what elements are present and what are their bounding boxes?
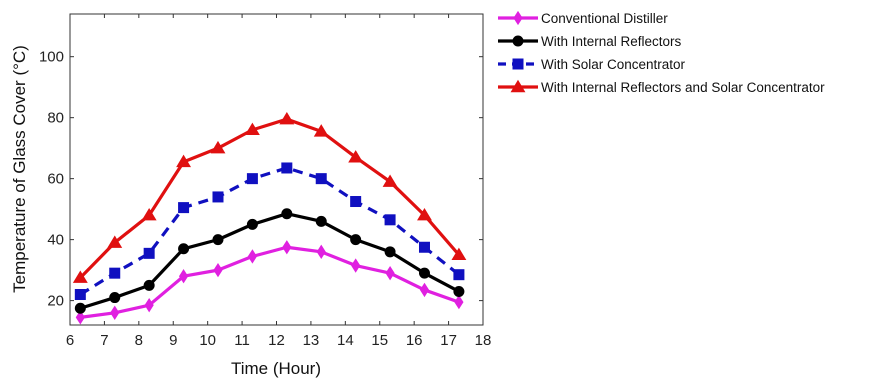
- x-tick-label: 15: [371, 332, 388, 349]
- data-point: [178, 269, 189, 284]
- x-tick-label: 17: [440, 332, 457, 349]
- x-tick-label: 6: [66, 332, 74, 349]
- data-point: [282, 240, 292, 255]
- data-point: [313, 124, 329, 137]
- x-tick-label: 10: [199, 332, 216, 349]
- series-1: [74, 208, 465, 314]
- data-point: [418, 267, 430, 279]
- legend-marker: [510, 79, 526, 93]
- data-point: [107, 235, 123, 248]
- data-point: [75, 310, 85, 325]
- data-point: [418, 241, 430, 253]
- x-tick-label: 14: [337, 332, 354, 349]
- data-point: [279, 111, 295, 125]
- y-axis-label: Temperature of Glass Cover (°C): [10, 45, 29, 293]
- data-point: [246, 173, 258, 185]
- legend-marker: [512, 58, 524, 70]
- series-line: [79, 212, 460, 310]
- data-point: [384, 214, 396, 226]
- data-point: [451, 247, 467, 261]
- data-point: [74, 302, 86, 314]
- data-point: [210, 140, 226, 154]
- data-point: [143, 279, 155, 291]
- data-point: [419, 282, 430, 298]
- data-point: [144, 298, 154, 313]
- data-point: [350, 234, 362, 246]
- series-layer: [72, 111, 467, 325]
- x-tick-label: 11: [234, 332, 250, 349]
- x-tick-label: 9: [169, 332, 177, 349]
- data-point: [281, 162, 293, 174]
- x-tick-label: 13: [303, 332, 320, 349]
- series-line: [80, 245, 460, 319]
- x-tick-label: 16: [406, 332, 423, 349]
- x-tick-label: 8: [135, 332, 143, 349]
- axis-ticks: 6 7 8 9 10 11 12 13 14 15 16 17 18 20 40 60 80 100: [39, 14, 491, 349]
- data-point: [453, 285, 465, 297]
- x-tick-label: 18: [475, 332, 492, 349]
- data-point: [143, 247, 155, 259]
- data-point: [382, 174, 398, 187]
- data-point: [212, 234, 224, 246]
- data-point: [141, 208, 157, 221]
- data-point: [178, 243, 190, 255]
- data-point: [453, 269, 465, 281]
- data-point: [246, 218, 258, 230]
- data-point: [109, 267, 121, 279]
- data-point: [384, 246, 396, 258]
- series-0: [75, 240, 464, 325]
- data-point: [316, 244, 326, 260]
- y-tick-label: 60: [47, 171, 64, 188]
- data-point: [417, 208, 432, 221]
- data-point: [281, 208, 293, 220]
- plot-area-frame: [69, 13, 484, 326]
- x-tick-label: 12: [268, 332, 285, 349]
- data-point: [385, 265, 395, 281]
- legend-label: Conventional Distiller: [541, 11, 668, 26]
- x-tick-label: 7: [100, 332, 108, 349]
- data-point: [109, 292, 121, 304]
- series-3: [72, 111, 467, 283]
- series-line: [79, 166, 460, 296]
- data-point: [350, 196, 362, 208]
- legend-marker: [513, 10, 523, 26]
- data-point: [176, 154, 192, 168]
- legend-label: With Internal Reflectors and Solar Conce…: [541, 80, 825, 95]
- data-point: [315, 215, 327, 227]
- data-point: [72, 270, 88, 283]
- y-tick-label: 20: [47, 293, 64, 310]
- data-point: [178, 202, 190, 214]
- series-2: [74, 162, 465, 301]
- y-tick-label: 100: [39, 49, 64, 66]
- legend-label: With Internal Reflectors: [541, 34, 682, 49]
- legend: Conventional Distiller With Internal Refl…: [498, 10, 825, 95]
- data-point: [351, 258, 361, 273]
- data-point: [454, 294, 464, 310]
- data-point: [244, 122, 260, 136]
- data-point: [213, 262, 223, 278]
- data-point: [348, 150, 364, 163]
- x-axis-label: Time (Hour): [231, 359, 321, 378]
- data-point: [247, 249, 258, 264]
- legend-marker: [512, 35, 524, 47]
- data-point: [315, 173, 327, 185]
- data-point: [74, 289, 86, 301]
- y-tick-label: 80: [47, 110, 64, 127]
- y-tick-label: 40: [47, 232, 64, 249]
- data-point: [212, 191, 224, 203]
- legend-label: With Solar Concentrator: [541, 57, 686, 72]
- data-point: [110, 305, 120, 320]
